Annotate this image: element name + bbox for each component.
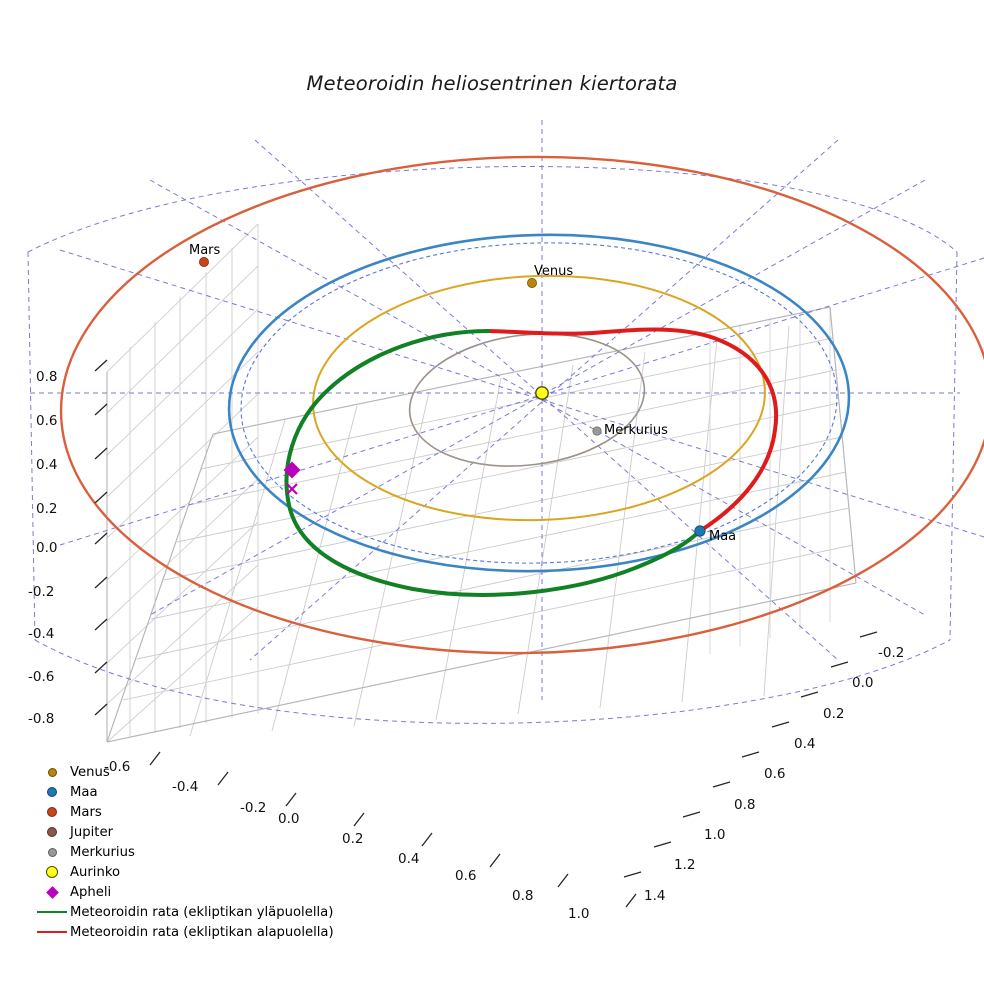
tick-x-8: 1.0 xyxy=(568,906,590,922)
tick-z-0: -0.2 xyxy=(878,645,905,661)
page-title: Meteoroidin heliosentrinen kiertorata xyxy=(306,72,678,95)
tick-z-7: 1.2 xyxy=(674,857,696,873)
tick-x-5: 0.4 xyxy=(398,851,420,867)
meteoroid-orbit-below-ecliptic xyxy=(486,327,779,533)
tick-z-1: 0.0 xyxy=(852,675,874,691)
tick-left-0: 0.8 xyxy=(36,369,58,385)
tick-marks-bottom-right xyxy=(623,631,878,878)
label-venus: Venus xyxy=(534,264,574,279)
tick-left-5: -0.2 xyxy=(28,584,55,600)
aurinko-dot-icon xyxy=(34,866,70,878)
apheli-marker xyxy=(283,461,301,479)
body-merkurius-dot xyxy=(592,426,602,436)
legend-item-mars[interactable]: Mars xyxy=(34,802,364,822)
legend-label-mars: Mars xyxy=(70,804,102,820)
tick-z-8: 1.4 xyxy=(644,888,666,904)
label-maa: Maa xyxy=(709,529,737,544)
body-aurinko xyxy=(535,386,549,400)
tick-marks-bottom-left xyxy=(149,751,637,908)
legend-item-orbit-below[interactable]: Meteoroidin rata (ekliptikan alapuolella… xyxy=(34,922,364,942)
orbit-mars xyxy=(59,155,984,655)
tick-left-6: -0.4 xyxy=(28,626,55,642)
legend-label-merkurius: Merkurius xyxy=(70,844,135,860)
green-line-icon xyxy=(34,911,70,913)
legend-item-aurinko[interactable]: Aurinko xyxy=(34,862,364,882)
tick-marks-left xyxy=(94,359,108,716)
legend-item-merkurius[interactable]: Merkurius xyxy=(34,842,364,862)
tick-x-4: 0.2 xyxy=(342,831,364,847)
mars-dot-icon xyxy=(34,807,70,817)
merkurius-dot-icon xyxy=(34,847,70,857)
tick-x-1: -0.4 xyxy=(172,779,199,795)
orbit-maa xyxy=(227,233,851,573)
tick-left-8: -0.8 xyxy=(28,711,55,727)
venus-dot-icon xyxy=(34,767,70,777)
body-venus-dot xyxy=(527,278,537,288)
orbit-merkurius xyxy=(408,333,646,467)
tick-z-6: 1.0 xyxy=(704,827,726,843)
tick-left-1: 0.6 xyxy=(36,413,58,429)
red-line-icon xyxy=(34,931,70,933)
tick-left-3: 0.2 xyxy=(36,501,58,517)
tick-left-4: 0.0 xyxy=(36,540,58,556)
tick-x-3: 0.0 xyxy=(278,811,300,827)
tick-z-5: 0.8 xyxy=(734,797,756,813)
pane-grid-right-wall xyxy=(709,307,831,654)
legend-item-maa[interactable]: Maa xyxy=(34,782,364,802)
body-maa-dot xyxy=(694,525,706,537)
label-mars: Mars xyxy=(189,243,221,258)
legend: Venus Maa Mars Jupiter Merkurius xyxy=(34,762,364,942)
jupiter-dot-icon xyxy=(34,827,70,837)
tick-left-7: -0.6 xyxy=(28,669,55,685)
tick-x-7: 0.8 xyxy=(512,888,534,904)
pane-grid-left-wall xyxy=(106,223,259,743)
legend-item-orbit-above[interactable]: Meteoroidin rata (ekliptikan yläpuolella… xyxy=(34,902,364,922)
apheli-diamond-icon xyxy=(34,885,70,899)
legend-label-venus: Venus xyxy=(70,764,110,780)
label-merkurius: Merkurius xyxy=(604,423,668,438)
apheli-cross-marker xyxy=(286,483,298,495)
tick-z-2: 0.2 xyxy=(823,706,845,722)
legend-label-orbit-above: Meteoroidin rata (ekliptikan yläpuolella… xyxy=(70,904,334,920)
tick-x-2: -0.2 xyxy=(240,800,267,816)
tick-x-6: 0.6 xyxy=(455,868,477,884)
tick-z-3: 0.4 xyxy=(794,736,816,752)
legend-label-orbit-below: Meteoroidin rata (ekliptikan alapuolella… xyxy=(70,924,334,940)
legend-item-jupiter[interactable]: Jupiter xyxy=(34,822,364,842)
meteoroid-orbit-above-ecliptic xyxy=(284,329,702,597)
legend-label-maa: Maa xyxy=(70,784,98,800)
tick-left-2: 0.4 xyxy=(36,457,58,473)
legend-label-apheli: Apheli xyxy=(70,884,112,900)
legend-item-venus[interactable]: Venus xyxy=(34,762,364,782)
legend-label-aurinko: Aurinko xyxy=(70,864,121,880)
maa-dot-icon xyxy=(34,787,70,797)
axis-box xyxy=(106,306,857,743)
body-mars-dot xyxy=(199,257,209,267)
legend-item-apheli[interactable]: Apheli xyxy=(34,882,364,902)
tick-z-4: 0.6 xyxy=(764,766,786,782)
legend-label-jupiter: Jupiter xyxy=(70,824,113,840)
tick-x-0: -0.6 xyxy=(104,759,131,775)
